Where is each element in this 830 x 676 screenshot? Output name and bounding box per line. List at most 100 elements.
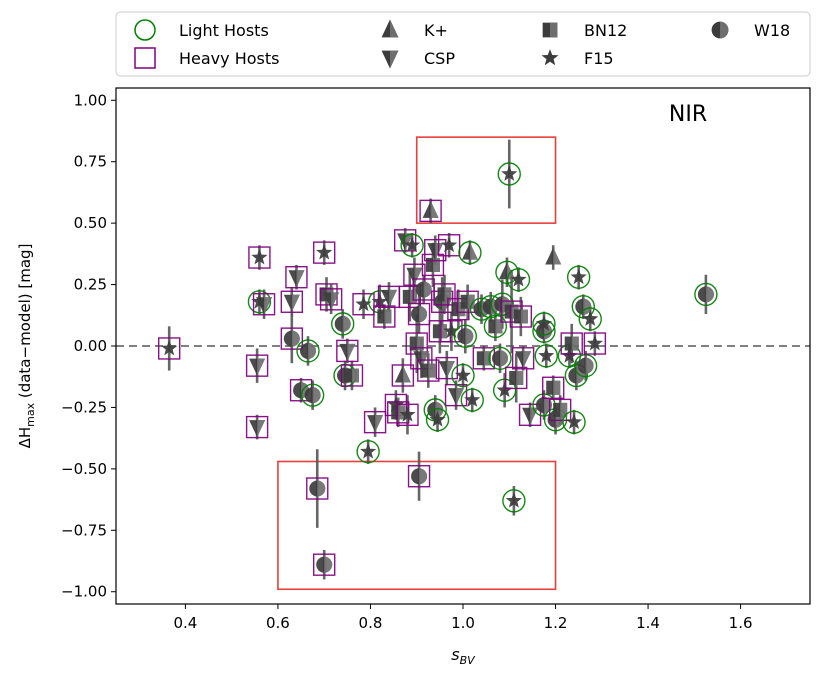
data-point-bn12 xyxy=(560,332,583,355)
legend-label: CSP xyxy=(424,49,455,68)
data-point-w18 xyxy=(423,398,447,422)
x-tick-label: 1.2 xyxy=(544,614,568,632)
circle-half-icon xyxy=(711,21,729,39)
legend-label: BN12 xyxy=(584,21,627,40)
data-point-f15 xyxy=(400,233,424,257)
data-point-csp xyxy=(280,290,304,313)
x-axis-label: sBV xyxy=(451,645,476,667)
data-point-kplus xyxy=(391,364,415,387)
legend-label: W18 xyxy=(754,21,790,40)
data-point-w18 xyxy=(694,282,718,307)
data-point-csp xyxy=(245,415,269,439)
y-axis-label: ΔHmax (data−model) [mag] xyxy=(16,244,37,449)
data-point-w18 xyxy=(571,294,595,319)
panel-label: NIR xyxy=(669,102,707,127)
legend-item-w18: W18 xyxy=(711,21,790,40)
data-point-f15 xyxy=(396,403,419,426)
square-open-icon xyxy=(134,47,156,69)
y-tick-label: −0.75 xyxy=(61,521,107,539)
data-point-csp xyxy=(319,288,343,311)
data-point-csp xyxy=(511,347,535,370)
data-point-csp xyxy=(435,356,459,380)
data-point-f15 xyxy=(460,388,484,412)
data-point-bn12 xyxy=(509,305,533,328)
data-point-w18 xyxy=(313,553,336,576)
data-point-w18 xyxy=(453,324,478,348)
x-tick-label: 1.6 xyxy=(729,614,753,632)
legend-label: F15 xyxy=(584,49,614,68)
circle-open-icon xyxy=(134,19,156,41)
data-point-f15 xyxy=(158,337,181,360)
highlight-box-2 xyxy=(277,460,557,591)
data-point-bn12 xyxy=(548,398,572,422)
data-point-csp xyxy=(363,410,387,434)
data-point-csp xyxy=(285,266,308,289)
x-tick-label: 1.0 xyxy=(451,614,475,632)
data-point-w18 xyxy=(300,383,325,407)
y-tick-label: −1.00 xyxy=(61,583,107,601)
data-point-w18 xyxy=(573,353,598,378)
data-point-f15 xyxy=(451,363,475,388)
legend-item-light-hosts: Light Hosts xyxy=(134,19,269,41)
data-point-bn12 xyxy=(340,364,364,387)
data-point-bn12 xyxy=(483,314,508,339)
triangle-up-icon xyxy=(381,19,399,38)
data-point-f15 xyxy=(425,408,450,432)
y-tick-label: 0.00 xyxy=(74,337,107,355)
y-tick-label: 0.50 xyxy=(74,214,107,232)
highlight-box-1 xyxy=(415,136,557,224)
x-tick-label: 0.4 xyxy=(173,614,197,632)
data-point-bn12 xyxy=(405,332,428,355)
data-point-kplus xyxy=(419,199,442,223)
x-tick-label: 0.6 xyxy=(266,614,290,632)
data-point-f15 xyxy=(356,439,380,464)
legend-label: Light Hosts xyxy=(179,21,269,40)
legend-item-bn12: BN12 xyxy=(542,21,627,40)
data-point-w18 xyxy=(280,327,304,350)
data-point-w18 xyxy=(407,465,431,488)
data-point-f15 xyxy=(497,162,521,186)
data-point-f15 xyxy=(352,293,375,316)
data-point-bn12 xyxy=(433,283,456,306)
y-tick-label: 0.25 xyxy=(74,276,107,294)
data-point-csp xyxy=(403,263,426,286)
data-point-w18 xyxy=(306,477,329,500)
y-tick-label: 1.00 xyxy=(74,91,107,109)
data-point-f15 xyxy=(492,378,517,402)
data-point-f15 xyxy=(532,312,556,336)
data-point-bn12 xyxy=(417,359,440,382)
legend-item-csp: CSP xyxy=(381,49,455,69)
data-point-csp xyxy=(252,293,276,316)
data-point-f15 xyxy=(506,267,531,292)
legend: Light Hosts Heavy Hosts K+ CSP BN12 F15 W18 xyxy=(115,11,811,77)
data-point-f15 xyxy=(578,307,602,331)
data-point-csp xyxy=(336,339,359,363)
data-point-f15 xyxy=(583,332,607,355)
legend-item-f15: F15 xyxy=(541,49,614,68)
data-point-w18 xyxy=(331,312,355,336)
data-point-w18 xyxy=(412,278,435,301)
data-point-kplus xyxy=(545,247,562,265)
data-point-f15 xyxy=(566,265,591,289)
data-point-f15 xyxy=(534,344,558,368)
data-point-f15 xyxy=(437,234,461,257)
data-point-bn12 xyxy=(505,366,528,390)
star-icon xyxy=(541,49,559,66)
y-tick-label: −0.50 xyxy=(61,460,107,478)
legend-frame xyxy=(115,11,811,77)
data-point-f15 xyxy=(562,410,586,434)
data-point-f15 xyxy=(313,241,336,264)
data-point-w18 xyxy=(488,346,512,370)
legend-label: Heavy Hosts xyxy=(179,49,279,68)
x-tick-label: 0.8 xyxy=(359,614,383,632)
data-point-csp xyxy=(245,354,269,377)
legend-item-heavy-hosts: Heavy Hosts xyxy=(134,47,279,69)
data-point-bn12 xyxy=(373,305,396,328)
data-point-f15 xyxy=(248,246,271,269)
triangle-down-icon xyxy=(381,50,399,69)
data-point-w18 xyxy=(407,302,431,326)
data-point-kplus xyxy=(458,240,482,265)
data-point-w18 xyxy=(532,393,556,417)
y-tick-label: −0.25 xyxy=(61,398,107,416)
legend-label: K+ xyxy=(424,21,448,40)
